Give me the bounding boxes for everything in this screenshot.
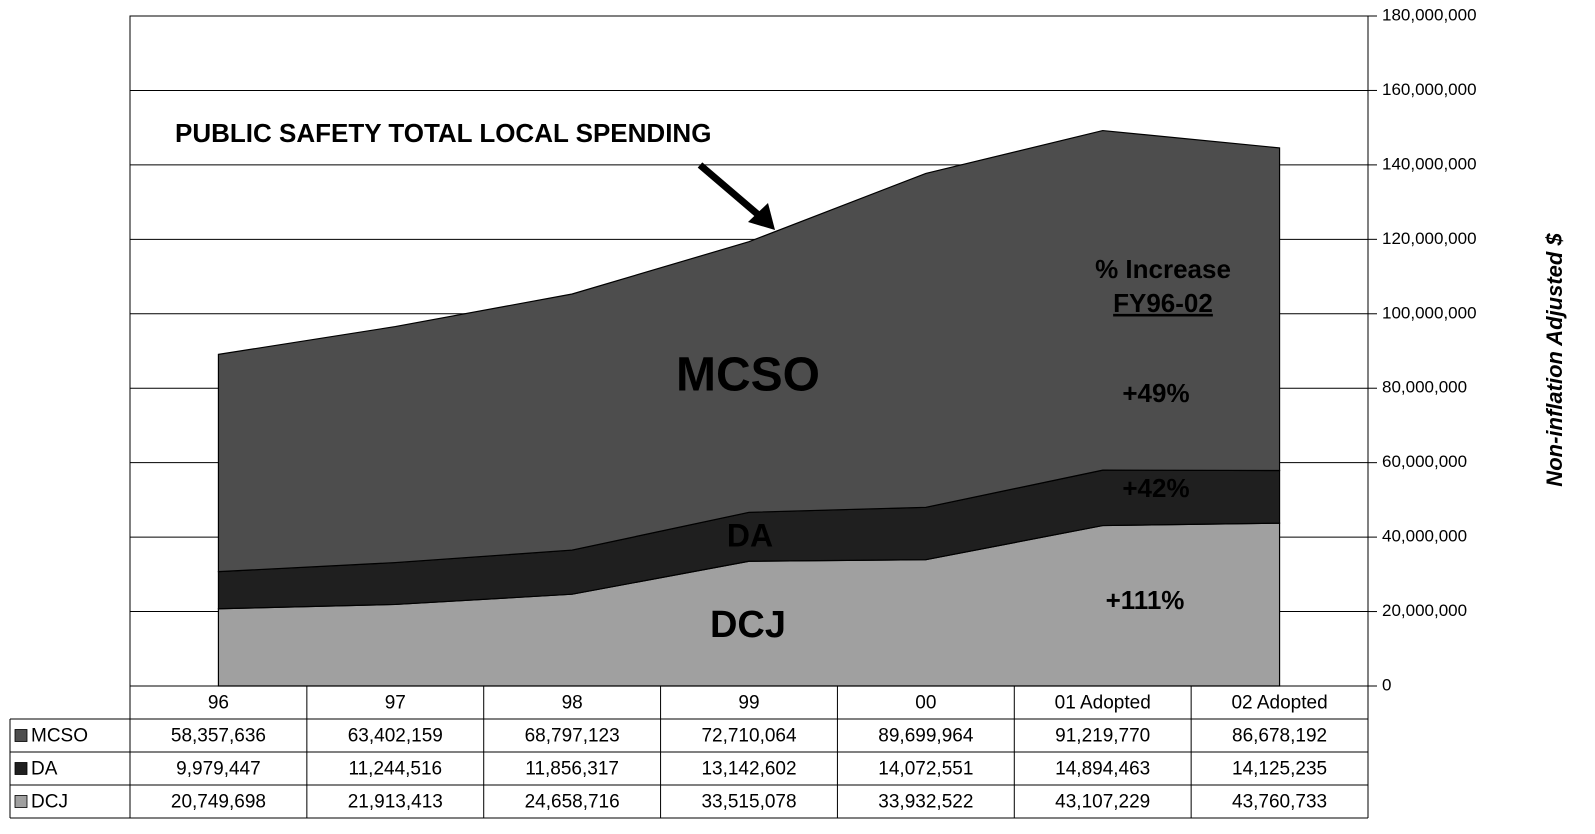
table-cell: 33,515,078 — [701, 792, 796, 813]
annotation: DCJ — [710, 604, 786, 646]
table-cell: 43,760,733 — [1232, 792, 1327, 813]
legend-swatch — [14, 795, 28, 808]
x-tick-label: 02 Adopted — [1231, 693, 1327, 714]
annotation: +42% — [1122, 473, 1189, 503]
legend-swatch — [14, 729, 28, 742]
x-tick-label: 96 — [208, 693, 229, 714]
annotation: DA — [727, 517, 773, 553]
area — [217, 129, 1281, 573]
table-cell: 86,678,192 — [1232, 726, 1327, 747]
legend-label: DCJ — [31, 792, 68, 813]
table-cell: 14,894,463 — [1055, 759, 1150, 780]
table-cell: 9,979,447 — [176, 759, 261, 780]
x-tick-label: 01 Adopted — [1055, 693, 1151, 714]
table-cell: 43,107,229 — [1055, 792, 1150, 813]
table-cell: 33,932,522 — [878, 792, 973, 813]
annotation: +49% — [1122, 378, 1189, 408]
y-axis-label: Non-inflation Adjusted $ — [1542, 233, 1567, 487]
table-cell: 89,699,964 — [878, 726, 974, 747]
table-cell: 11,856,317 — [525, 759, 619, 780]
annotation: FY96-02 — [1113, 288, 1213, 318]
table-cell: 72,710,064 — [701, 726, 797, 747]
annotations: PUBLIC SAFETY TOTAL LOCAL SPENDING MCSO … — [175, 118, 1231, 646]
legend-label: MCSO — [31, 726, 88, 747]
y-tick-label: 120,000,000 — [1382, 229, 1477, 248]
y-tick-label: 140,000,000 — [1382, 154, 1477, 173]
x-tick-label: 00 — [915, 693, 936, 714]
x-tick-label: 97 — [385, 693, 406, 714]
y-tick-label: 160,000,000 — [1382, 80, 1477, 99]
annotation: +111% — [1106, 585, 1185, 615]
arrow — [697, 162, 765, 221]
table-cell: 20,749,698 — [171, 792, 266, 813]
y-tick-label: 60,000,000 — [1382, 452, 1467, 471]
table-cell: 14,072,551 — [878, 759, 973, 780]
table-cell: 11,244,516 — [348, 759, 442, 780]
table-cell: 63,402,159 — [348, 726, 443, 747]
legend-swatch — [14, 762, 28, 775]
legend-label: DA — [31, 759, 58, 780]
table-cell: 14,125,235 — [1232, 759, 1327, 780]
table-cell: 58,357,636 — [171, 726, 266, 747]
y-tick-label: 20,000,000 — [1382, 601, 1467, 620]
y-tick-label: 100,000,000 — [1382, 303, 1477, 322]
table-cell: 91,219,770 — [1055, 726, 1150, 747]
annotation: PUBLIC SAFETY TOTAL LOCAL SPENDING — [175, 118, 711, 148]
arrow-head — [748, 203, 775, 230]
y-tick-label: 80,000,000 — [1382, 378, 1467, 397]
table-cell: 24,658,716 — [525, 792, 620, 813]
table-cell: 21,913,413 — [348, 792, 443, 813]
y-tick-label: 0 — [1382, 675, 1391, 694]
x-tick-label: 99 — [738, 693, 759, 714]
table-cell: 13,142,602 — [701, 759, 796, 780]
annotation: % Increase — [1095, 254, 1231, 284]
table-cell: 68,797,123 — [525, 726, 620, 747]
x-tick-label: 98 — [562, 693, 583, 714]
y-tick-label: 180,000,000 — [1382, 5, 1477, 24]
annotation: MCSO — [676, 349, 820, 402]
y-tick-label: 40,000,000 — [1382, 527, 1467, 546]
